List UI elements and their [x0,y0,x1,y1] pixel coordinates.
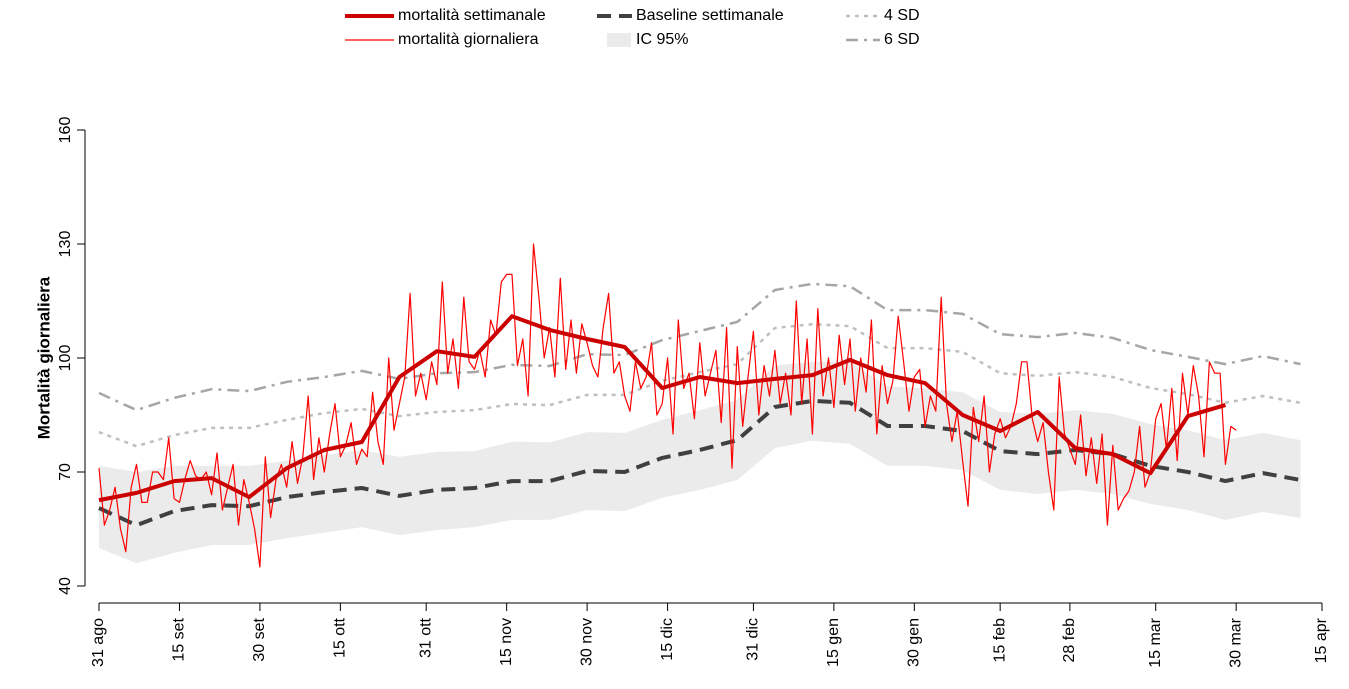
legend-swatch [607,33,631,47]
x-tick-label: 31 ago [90,618,107,667]
legend-label: 4 SD [884,7,920,24]
x-tick-label: 15 ott [332,617,349,658]
series-line [98,282,1301,412]
x-tick-label: 15 dic [659,618,676,661]
x-tick-label: 15 apr [1313,617,1330,663]
y-tick-label: 130 [57,231,74,258]
x-tick-label: 30 gen [906,618,923,667]
x-tick-label: 30 mar [1227,617,1244,667]
x-tick-label: 15 nov [498,618,515,666]
y-tick-label: 160 [57,117,74,144]
plot-area [98,243,1301,568]
ci-band [99,361,1301,564]
x-tick-label: 15 mar [1147,617,1164,667]
legend-label: mortalità settimanale [398,7,546,24]
legend-label: mortalità giornaliera [398,31,539,48]
legend-label: Baseline settimanale [636,7,784,24]
series-line [98,322,1301,448]
x-tick-label: 31 ott [417,617,434,658]
legend-label: IC 95% [636,31,688,48]
x-tick-label: 15 gen [825,618,842,667]
x-tick-label: 15 set [171,617,188,661]
series-line [98,314,1226,503]
x-tick-label: 28 feb [1061,618,1078,663]
y-tick-label: 100 [57,345,74,372]
x-tick-label: 30 nov [578,618,595,666]
legend-label: 6 SD [884,31,920,48]
series-line [98,243,1237,568]
x-tick-label: 15 feb [991,618,1008,663]
y-tick-label: 40 [57,577,74,595]
y-tick-label: 70 [57,463,74,481]
y-axis-label: Mortalità giornaliera [34,276,53,439]
x-tick-label: 30 set [251,617,268,661]
x-tick-label: 31 dic [745,618,762,661]
